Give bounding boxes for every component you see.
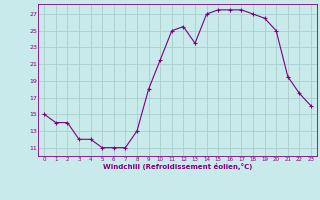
X-axis label: Windchill (Refroidissement éolien,°C): Windchill (Refroidissement éolien,°C) [103, 163, 252, 170]
